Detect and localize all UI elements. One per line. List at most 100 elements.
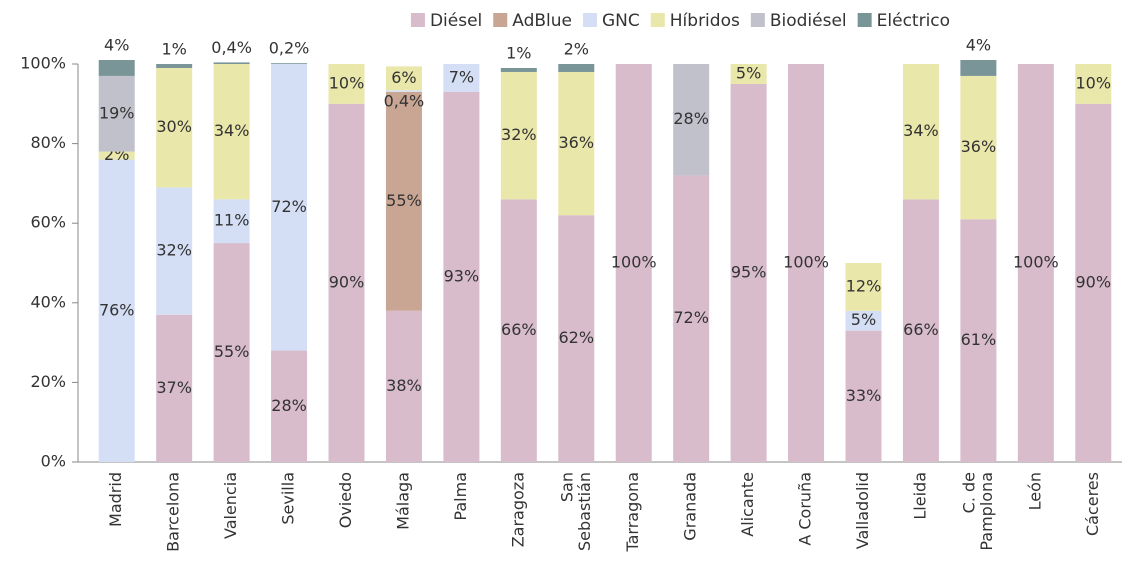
data-label: 95% (731, 262, 767, 281)
legend-swatch (410, 13, 425, 27)
bar-segment (902, 64, 939, 200)
data-label: 10% (1075, 73, 1111, 92)
legend-swatch (493, 13, 508, 27)
bar-segment (98, 60, 135, 76)
x-tick-label: Sevilla (279, 472, 298, 525)
data-label: 12% (846, 276, 882, 295)
x-tick-label: Alicante (738, 472, 757, 537)
data-label: 0,4% (384, 91, 425, 110)
data-label: 28% (673, 109, 709, 128)
data-label: 55% (214, 342, 250, 361)
data-label: 90% (1075, 272, 1111, 291)
bar-segment (271, 350, 308, 462)
data-label: 93% (444, 266, 480, 285)
bar-segment (500, 71, 537, 200)
bar-segment (156, 67, 193, 188)
data-label: 100% (1013, 253, 1059, 272)
x-tick-label: Zaragoza (508, 472, 527, 547)
data-label: 55% (386, 191, 422, 210)
y-tick-label: 80% (30, 133, 66, 152)
bar-segment (730, 83, 767, 463)
bar-segment (271, 64, 308, 351)
bar-segment (213, 62, 250, 64)
legend-label: GNC (602, 11, 640, 31)
x-tick-label: Barcelona (164, 472, 183, 552)
x-tick-label: Madrid (106, 472, 125, 527)
bar-segment (328, 64, 365, 104)
data-label: 5% (736, 63, 761, 82)
legend-label: Diésel (430, 11, 482, 31)
data-label: 7% (449, 67, 474, 86)
bar-segment (156, 64, 193, 68)
x-tick-label: C. dePamplona (959, 472, 996, 551)
bar-segment (1017, 64, 1054, 462)
data-label: 36% (961, 137, 997, 156)
x-tick-label: Tarragona (623, 472, 642, 553)
bar-segment (673, 175, 710, 462)
legend-label: Eléctrico (877, 11, 950, 31)
data-label: 0,4% (211, 38, 252, 57)
data-label: 66% (903, 320, 939, 339)
bar-segment (213, 64, 250, 200)
x-tick-label: A Coruña (796, 472, 815, 546)
data-label: 6% (391, 68, 416, 87)
bar-segment (730, 64, 767, 84)
data-label: 19% (99, 103, 135, 122)
data-label: 34% (903, 121, 939, 140)
legend-label: AdBlue (512, 11, 572, 31)
bar-segment (443, 91, 480, 463)
bar-segment (845, 310, 882, 331)
data-label: 28% (271, 396, 307, 415)
bar-segment (960, 219, 997, 462)
bar-segment (385, 66, 422, 91)
y-tick-label: 0% (41, 452, 66, 471)
bar-segment (845, 330, 882, 462)
data-label: 62% (558, 328, 594, 347)
bar-segment (385, 91, 422, 311)
data-label: 90% (329, 272, 365, 291)
legend-swatch (583, 13, 598, 27)
data-label: 10% (329, 73, 365, 92)
x-tick-label: Granada (681, 472, 700, 541)
bar-segment (902, 199, 939, 462)
data-label: 0,2% (269, 39, 310, 58)
data-label: 66% (501, 320, 537, 339)
x-tick-label: Palma (451, 472, 470, 521)
x-tick-label: Valencia (221, 472, 240, 539)
data-label: 1% (161, 40, 186, 59)
bar-segment (98, 75, 135, 152)
legend-swatch (857, 13, 872, 27)
bar-segment (328, 103, 365, 463)
bar-segment (615, 64, 652, 462)
bar-segment (500, 199, 537, 462)
bar-segment (98, 159, 135, 462)
y-tick-label: 40% (30, 292, 66, 311)
legend-swatch (650, 13, 665, 27)
data-label: 37% (156, 378, 192, 397)
x-tick-label: León (1025, 472, 1044, 510)
data-label: 76% (99, 300, 135, 319)
x-tick-label: Lleida (910, 472, 929, 520)
bar-segment (788, 64, 825, 462)
data-label: 72% (673, 308, 709, 327)
bar-segment (213, 243, 250, 462)
x-tick-label: Cáceres (1083, 472, 1102, 536)
data-label: 4% (104, 36, 129, 55)
bar-segment (385, 310, 422, 462)
y-tick-label: 20% (30, 372, 66, 391)
data-label: 33% (846, 386, 882, 405)
x-tick-label: Málaga (393, 472, 412, 530)
data-label: 11% (214, 211, 250, 230)
bar-segment (156, 187, 193, 315)
data-label: 32% (156, 241, 192, 260)
bar-segment (1075, 64, 1112, 104)
bar-segment (500, 67, 537, 72)
data-label: 5% (851, 310, 876, 329)
y-tick-label: 60% (30, 213, 66, 232)
bar-segment (1075, 103, 1112, 463)
legend-swatch (750, 13, 765, 27)
x-tick-label: SanSebastián (557, 472, 594, 551)
data-label: 61% (961, 330, 997, 349)
data-label: 2% (564, 40, 589, 59)
data-label: 100% (611, 253, 657, 272)
